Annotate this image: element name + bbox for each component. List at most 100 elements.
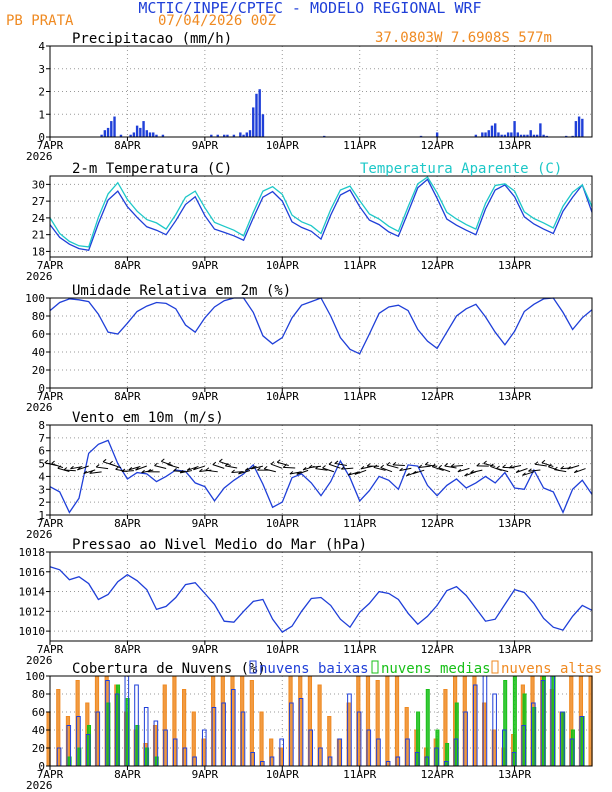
wind-vector-head xyxy=(141,469,145,474)
precip-bar xyxy=(258,89,261,137)
run-label: 07/04/2026 00Z xyxy=(158,13,276,29)
wind-vector-head xyxy=(135,467,139,471)
wind-vector-head xyxy=(476,462,481,467)
wind-vector-head xyxy=(508,465,513,469)
wind-vector xyxy=(245,465,257,471)
wind-vector xyxy=(128,466,141,471)
precip-bar xyxy=(539,123,542,137)
wind-vector-head xyxy=(83,470,88,474)
precip-bar xyxy=(494,123,497,137)
wind-vector-head xyxy=(431,463,436,468)
wind-vector-head xyxy=(270,461,275,465)
wind-vector xyxy=(109,463,122,469)
x-tick-label: 12APR xyxy=(421,259,454,272)
y-tick-label: 7 xyxy=(38,432,45,445)
wind-vector-head xyxy=(212,461,217,466)
x-tick-label: 9APR xyxy=(192,517,219,530)
wind-vector-head xyxy=(77,467,81,471)
precip-bar xyxy=(581,118,584,137)
x-tick-label: 9APR xyxy=(192,139,219,152)
precip-bar xyxy=(226,134,229,137)
precip-bar xyxy=(500,134,503,137)
wind-vector xyxy=(490,465,502,472)
wind-vector xyxy=(251,465,264,470)
cloud-bar-3 xyxy=(259,711,264,767)
wind-vector-head xyxy=(399,467,403,472)
panel-frame xyxy=(49,424,593,516)
precip-bar xyxy=(503,134,507,137)
wind-vector xyxy=(96,466,109,470)
wind-vector-head xyxy=(392,462,397,466)
wind-vector-head xyxy=(347,472,352,476)
wind-vector-head xyxy=(457,468,462,473)
wind-vector-head xyxy=(554,466,558,470)
x-tick-label: 8APR xyxy=(114,768,141,781)
wind-vector xyxy=(328,463,341,469)
wind-vector-head xyxy=(354,471,359,475)
series-line-1 xyxy=(49,439,593,515)
wind-vector xyxy=(574,468,586,474)
legend-cloud-3: nuvens altas xyxy=(501,661,602,677)
wind-vector-head xyxy=(57,465,62,469)
x-tick-label: 11APR xyxy=(343,517,376,530)
y-tick-label: 6 xyxy=(38,445,45,458)
wind-vector xyxy=(354,469,367,475)
precip-bar xyxy=(435,132,439,137)
legend-swatch-1 xyxy=(249,660,257,674)
wind-vector-head xyxy=(219,458,223,462)
precip-bar xyxy=(497,132,500,137)
x-tick-label: 9APR xyxy=(192,768,219,781)
wind-vector-head xyxy=(51,460,55,464)
panel-frame xyxy=(49,551,593,642)
wind-vector-head xyxy=(470,469,474,474)
wind-vector-head xyxy=(502,464,506,468)
wind-vector-head xyxy=(205,467,210,471)
precip-bar xyxy=(577,116,581,137)
x-tick-label: 11APR xyxy=(343,768,376,781)
wind-vector xyxy=(432,466,444,471)
cloud-bar-2 xyxy=(425,689,430,767)
x-tick-label: 8APR xyxy=(114,643,141,656)
precip-bar xyxy=(526,134,529,137)
wind-vector xyxy=(470,469,483,474)
x-tick-label: 10APR xyxy=(266,643,299,656)
panel-title: Vento em 10m (m/s) xyxy=(72,410,224,426)
y-tick-label: 2 xyxy=(38,496,45,509)
wind-vector xyxy=(412,469,425,475)
wind-vector-head xyxy=(380,464,385,468)
wind-vector-head xyxy=(573,469,578,474)
wind-vector-head xyxy=(360,466,365,470)
wind-vector-head xyxy=(167,461,171,465)
x-tick-label: 12APR xyxy=(421,768,454,781)
wind-vector xyxy=(264,468,276,473)
wind-vector-head xyxy=(328,461,333,465)
x-tick-label: 13APR xyxy=(498,517,531,530)
wind-vector xyxy=(425,464,438,467)
x-tick-label: 8APR xyxy=(114,390,141,403)
x-tick-label: 12APR xyxy=(421,643,454,656)
wind-vector-head xyxy=(373,464,378,468)
precip-bar xyxy=(129,134,132,137)
wind-vector xyxy=(121,470,134,472)
x-tick-year: 2026 xyxy=(26,528,53,541)
x-tick-label: 11APR xyxy=(343,139,376,152)
wind-vector xyxy=(205,469,218,473)
x-tick-year: 2026 xyxy=(26,401,53,414)
precip-bar xyxy=(419,135,423,137)
y-tick-label: 1016 xyxy=(19,566,46,579)
x-tick-label: 7APR xyxy=(37,390,64,403)
x-tick-year: 2026 xyxy=(26,270,53,283)
precip-bar xyxy=(510,132,513,137)
y-tick-label: 1 xyxy=(38,108,45,121)
y-tick-label: 8 xyxy=(38,419,45,432)
x-tick-label: 13APR xyxy=(498,768,531,781)
wind-vector xyxy=(173,470,186,473)
x-tick-label: 10APR xyxy=(266,390,299,403)
wind-vector-head xyxy=(109,460,113,465)
wind-vector xyxy=(509,465,522,469)
